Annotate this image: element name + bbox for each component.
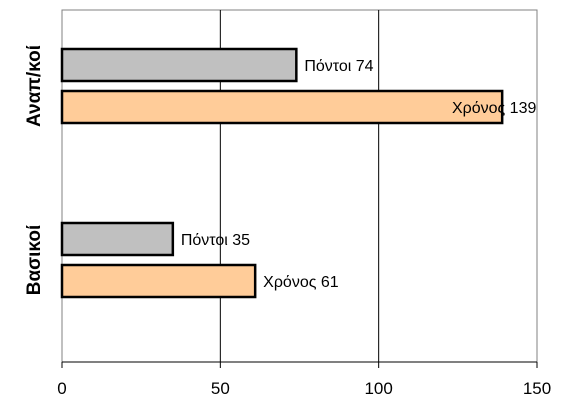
category-label-1: Βασικοί xyxy=(24,225,45,296)
bar-0-1 xyxy=(60,89,504,125)
category-labels: Αναπ/κοί Βασικοί xyxy=(24,45,45,295)
bars xyxy=(60,47,504,299)
bar-1-1 xyxy=(60,263,257,299)
x-tick-label-3: 150 xyxy=(523,379,551,398)
bar-1-0 xyxy=(60,221,175,257)
data-labels: Πόντοι 74 Χρόνος 139 Πόντοι 35 Χρόνος 61 xyxy=(181,58,537,291)
x-tick-label-1: 50 xyxy=(211,379,230,398)
data-label-1-1: Χρόνος 61 xyxy=(263,274,339,291)
data-label-0-0: Πόντοι 74 xyxy=(304,58,373,75)
x-tick-label-2: 100 xyxy=(364,379,392,398)
bar-0-0 xyxy=(60,47,298,83)
data-label-0-1: Χρόνος 139 xyxy=(452,100,537,117)
data-label-1-0: Πόντοι 35 xyxy=(181,232,250,249)
category-label-0: Αναπ/κοί xyxy=(24,45,45,127)
x-tick-label-0: 0 xyxy=(57,379,66,398)
x-axis-ticks: 0 50 100 150 xyxy=(57,362,551,398)
